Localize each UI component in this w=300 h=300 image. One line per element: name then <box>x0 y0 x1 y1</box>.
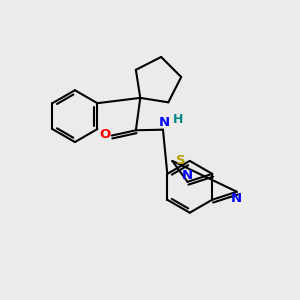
Text: S: S <box>176 154 185 167</box>
Text: N: N <box>182 169 193 182</box>
Text: H: H <box>173 113 184 126</box>
Text: O: O <box>100 128 111 142</box>
Text: N: N <box>159 116 170 129</box>
Text: N: N <box>231 192 242 205</box>
